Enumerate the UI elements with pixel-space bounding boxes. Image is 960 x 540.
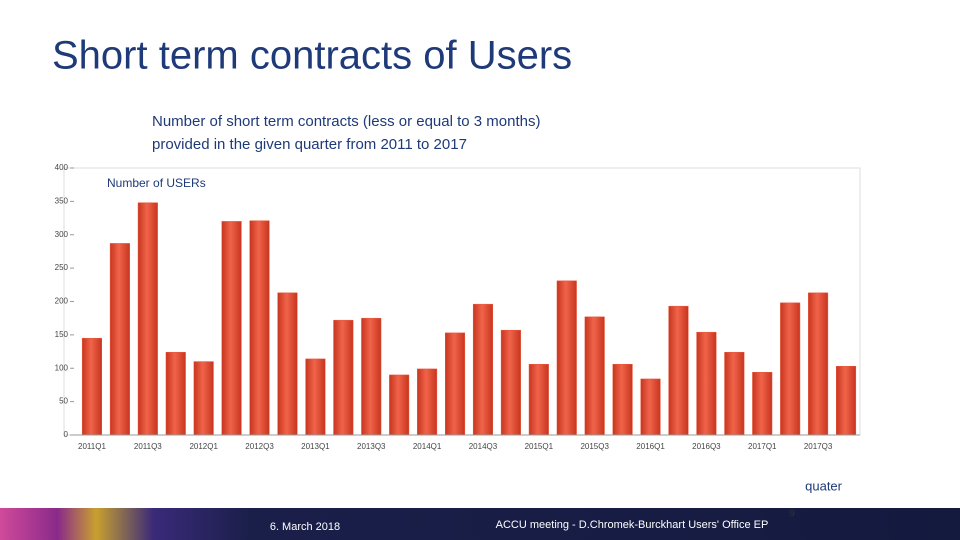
y-tick-label: 250: [55, 263, 69, 272]
x-tick-label: 2015Q3: [580, 442, 609, 451]
bar: [165, 351, 186, 436]
x-tick-label: 2011Q3: [134, 442, 162, 451]
footer-bar: [0, 508, 960, 540]
bar: [528, 363, 549, 436]
x-axis-label: quater: [805, 478, 843, 493]
x-tick-label: 2014Q3: [469, 442, 498, 451]
bar: [584, 316, 605, 436]
x-tick-label: 2017Q3: [804, 442, 833, 451]
y-tick-label: 100: [55, 363, 69, 372]
x-tick-label: 2013Q3: [357, 442, 386, 451]
x-tick-label: 2013Q1: [301, 442, 330, 451]
bar: [81, 337, 102, 436]
bar: [500, 329, 521, 436]
bar: [417, 368, 438, 436]
y-tick-label: 150: [55, 330, 69, 339]
x-tick-label: 2015Q1: [525, 442, 554, 451]
x-tick-label: 2016Q1: [636, 442, 665, 451]
bar: [696, 331, 717, 436]
x-tick-label: 2012Q1: [189, 442, 218, 451]
bar: [612, 363, 633, 436]
y-tick-label: 400: [55, 163, 69, 172]
y-tick-label: 200: [55, 297, 69, 306]
bar: [836, 365, 857, 436]
bar: [445, 332, 466, 436]
x-tick-label: 2016Q3: [692, 442, 721, 451]
bar: [780, 302, 801, 436]
bar: [305, 358, 326, 436]
y-tick-label: 300: [55, 230, 69, 239]
bar: [724, 351, 745, 436]
bar: [556, 280, 577, 436]
bar: [808, 292, 829, 436]
bar: [193, 361, 214, 436]
y-tick-label: 50: [59, 397, 68, 406]
chart-subtitle: Number of short term contracts (less or …: [152, 113, 540, 130]
bar: [389, 374, 410, 436]
bar: [249, 220, 270, 436]
y-axis-label: Number of USERs: [107, 176, 206, 190]
bar: [277, 292, 298, 436]
bar: [752, 372, 773, 436]
bar: [361, 317, 382, 436]
bar: [668, 305, 689, 436]
footer-date: 6. March 2018: [270, 521, 340, 533]
y-tick-label: 350: [55, 196, 69, 205]
bar: [109, 243, 130, 436]
y-tick-label: 0: [64, 430, 69, 439]
bar: [640, 378, 661, 436]
x-tick-label: 2011Q1: [78, 442, 106, 451]
slide-title: Short term contracts of Users: [52, 34, 572, 78]
chart-subtitle: provided in the given quarter from 2011 …: [152, 136, 467, 153]
x-tick-label: 2014Q1: [413, 442, 442, 451]
footer-text: ACCU meeting - D.Chromek-Burckhart Users…: [496, 519, 769, 531]
x-tick-label: 2017Q1: [748, 442, 777, 451]
x-tick-label: 2012Q3: [245, 442, 274, 451]
bar: [221, 221, 242, 436]
bar: [333, 319, 354, 436]
bar: [472, 303, 493, 436]
bar: [137, 202, 158, 436]
page-number: 9: [789, 509, 795, 520]
